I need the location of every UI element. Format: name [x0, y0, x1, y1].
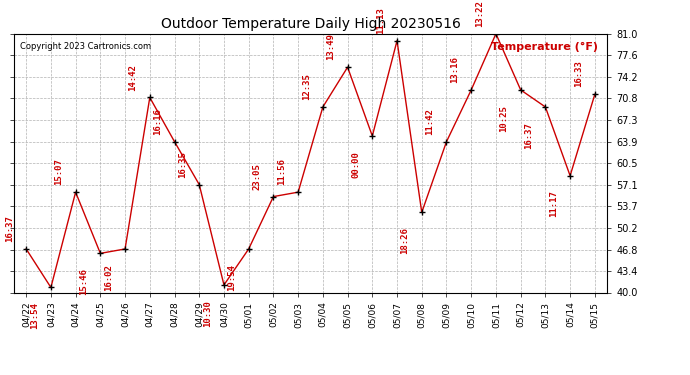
Text: Temperature (°F): Temperature (°F): [491, 42, 598, 52]
Text: 16:35: 16:35: [178, 151, 187, 178]
Text: 11:17: 11:17: [549, 190, 558, 217]
Text: 13:22: 13:22: [475, 0, 484, 27]
Text: 14:42: 14:42: [128, 64, 137, 90]
Text: 18:26: 18:26: [401, 227, 410, 254]
Text: 15:07: 15:07: [55, 158, 63, 185]
Text: 16:33: 16:33: [573, 60, 582, 87]
Text: 23:05: 23:05: [253, 163, 262, 190]
Text: 13:49: 13:49: [326, 33, 335, 60]
Text: 16:37: 16:37: [524, 122, 533, 148]
Text: 10:25: 10:25: [500, 105, 509, 132]
Text: 00:00: 00:00: [351, 151, 360, 178]
Text: Copyright 2023 Cartronics.com: Copyright 2023 Cartronics.com: [20, 42, 151, 51]
Text: 11:56: 11:56: [277, 158, 286, 185]
Text: 11:42: 11:42: [425, 108, 434, 135]
Text: 15:46: 15:46: [79, 268, 88, 295]
Text: 16:16: 16:16: [153, 108, 162, 135]
Text: 19:54: 19:54: [228, 264, 237, 291]
Text: 13:54: 13:54: [30, 302, 39, 329]
Text: 16:37: 16:37: [5, 215, 14, 242]
Text: 16:02: 16:02: [104, 264, 113, 291]
Text: 11:13: 11:13: [376, 7, 385, 34]
Title: Outdoor Temperature Daily High 20230516: Outdoor Temperature Daily High 20230516: [161, 17, 460, 31]
Text: 13:16: 13:16: [450, 56, 459, 83]
Text: 12:35: 12:35: [302, 73, 310, 100]
Text: 10:30: 10:30: [203, 300, 212, 327]
